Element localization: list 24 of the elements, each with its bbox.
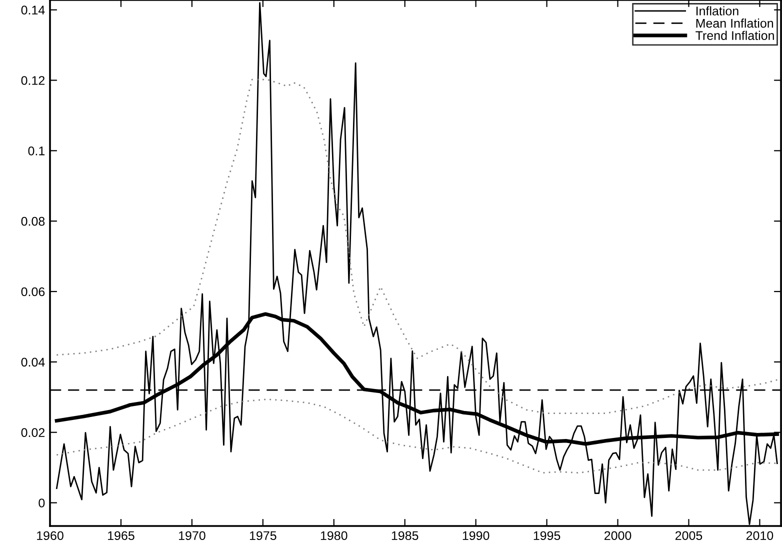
line-series	[56, 78, 778, 414]
legend-label: Inflation	[696, 6, 738, 16]
line-series	[56, 398, 778, 474]
x-tick-label: 1965	[108, 531, 134, 540]
y-tick-label: 0.04	[21, 358, 45, 367]
x-tick-label: 2005	[675, 531, 702, 540]
y-tick-label: 0.08	[21, 216, 45, 226]
y-tick-label: 0.14	[21, 6, 45, 15]
y-tick-label: 0.02	[21, 428, 45, 437]
x-tick-label: 1970	[178, 531, 206, 540]
x-tick-label: 2000	[604, 531, 632, 540]
y-tick-label: 0.1	[28, 146, 45, 156]
legend-label: Mean Inflation	[696, 18, 774, 28]
x-tick-label: 2010	[746, 531, 774, 540]
y-tick-label: 0.12	[21, 76, 45, 85]
x-tick-label: 1990	[462, 531, 490, 540]
legend-label: Trend Inflation	[696, 30, 774, 40]
y-tick-label: 0.06	[21, 287, 45, 296]
x-tick-label: 1985	[392, 531, 418, 540]
y-tick-label: 0	[38, 498, 45, 508]
x-tick-label: 1995	[534, 531, 560, 540]
x-tick-label: 1980	[320, 531, 348, 540]
x-tick-label: 1975	[250, 531, 276, 540]
x-tick-label: 1960	[37, 531, 64, 540]
